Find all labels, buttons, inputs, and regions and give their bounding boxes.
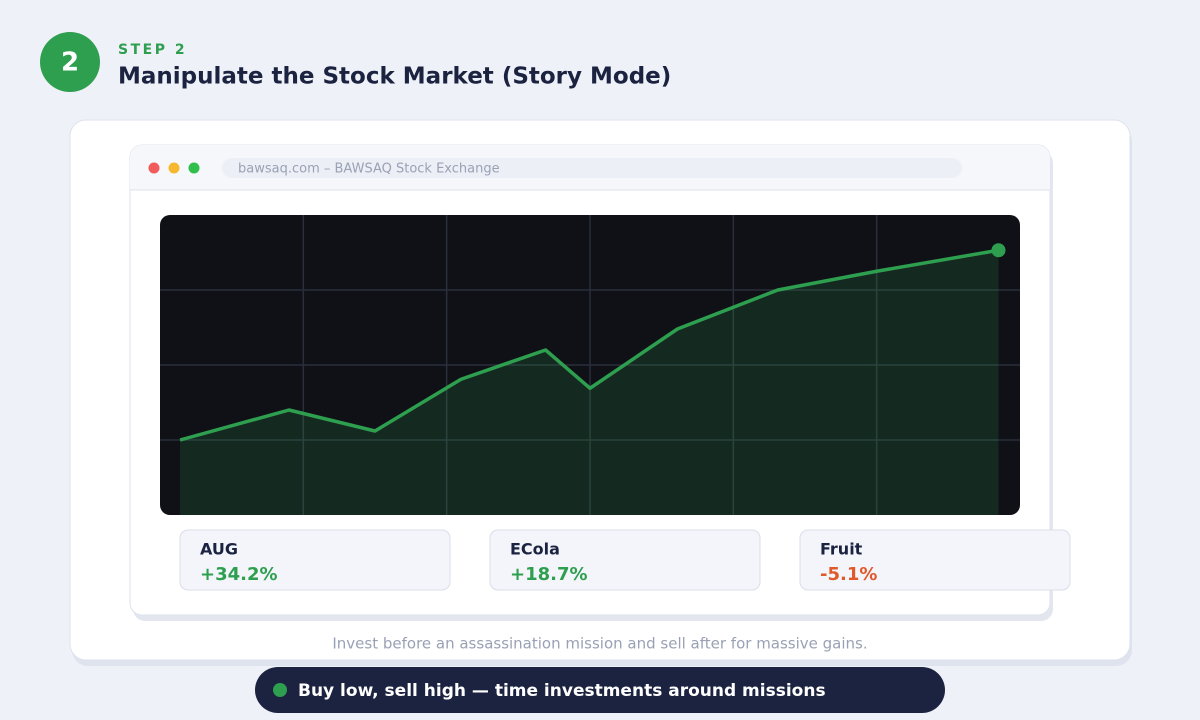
url-text: bawsaq.com – BAWSAQ Stock Exchange bbox=[238, 162, 500, 177]
tip-text: Buy low, sell high — time investments ar… bbox=[298, 681, 826, 701]
stock-change: -5.1% bbox=[820, 564, 877, 585]
tip-dot bbox=[273, 683, 287, 697]
stock-name: Fruit bbox=[820, 540, 863, 559]
stock-change: +18.7% bbox=[510, 564, 588, 585]
window-close[interactable] bbox=[148, 162, 160, 174]
stock-card bbox=[489, 529, 761, 591]
window-minimize[interactable] bbox=[168, 162, 180, 174]
step-badge bbox=[40, 32, 100, 92]
tip-pill bbox=[255, 667, 945, 713]
stock-card bbox=[799, 529, 1071, 591]
step-number: 2 bbox=[61, 48, 79, 78]
stock-name: ECola bbox=[510, 540, 560, 559]
window-maximize[interactable] bbox=[188, 162, 200, 174]
url-bar[interactable] bbox=[222, 158, 962, 178]
stock-change: +34.2% bbox=[200, 564, 278, 585]
area bbox=[180, 250, 999, 515]
line bbox=[179, 248, 999, 442]
stock-cards: AUG +34.2% ECola +18.7% Fruit -5.1% bbox=[179, 529, 1071, 591]
step-title: Manipulate the Stock Market (Story Mode) bbox=[118, 64, 671, 90]
stock-name: AUG bbox=[200, 540, 238, 559]
chart bbox=[160, 215, 1020, 515]
end-point bbox=[991, 243, 1006, 258]
stock-card bbox=[179, 529, 451, 591]
caption: Invest before an assassination mission a… bbox=[332, 635, 867, 653]
step-label: STEP 2 bbox=[118, 42, 187, 58]
